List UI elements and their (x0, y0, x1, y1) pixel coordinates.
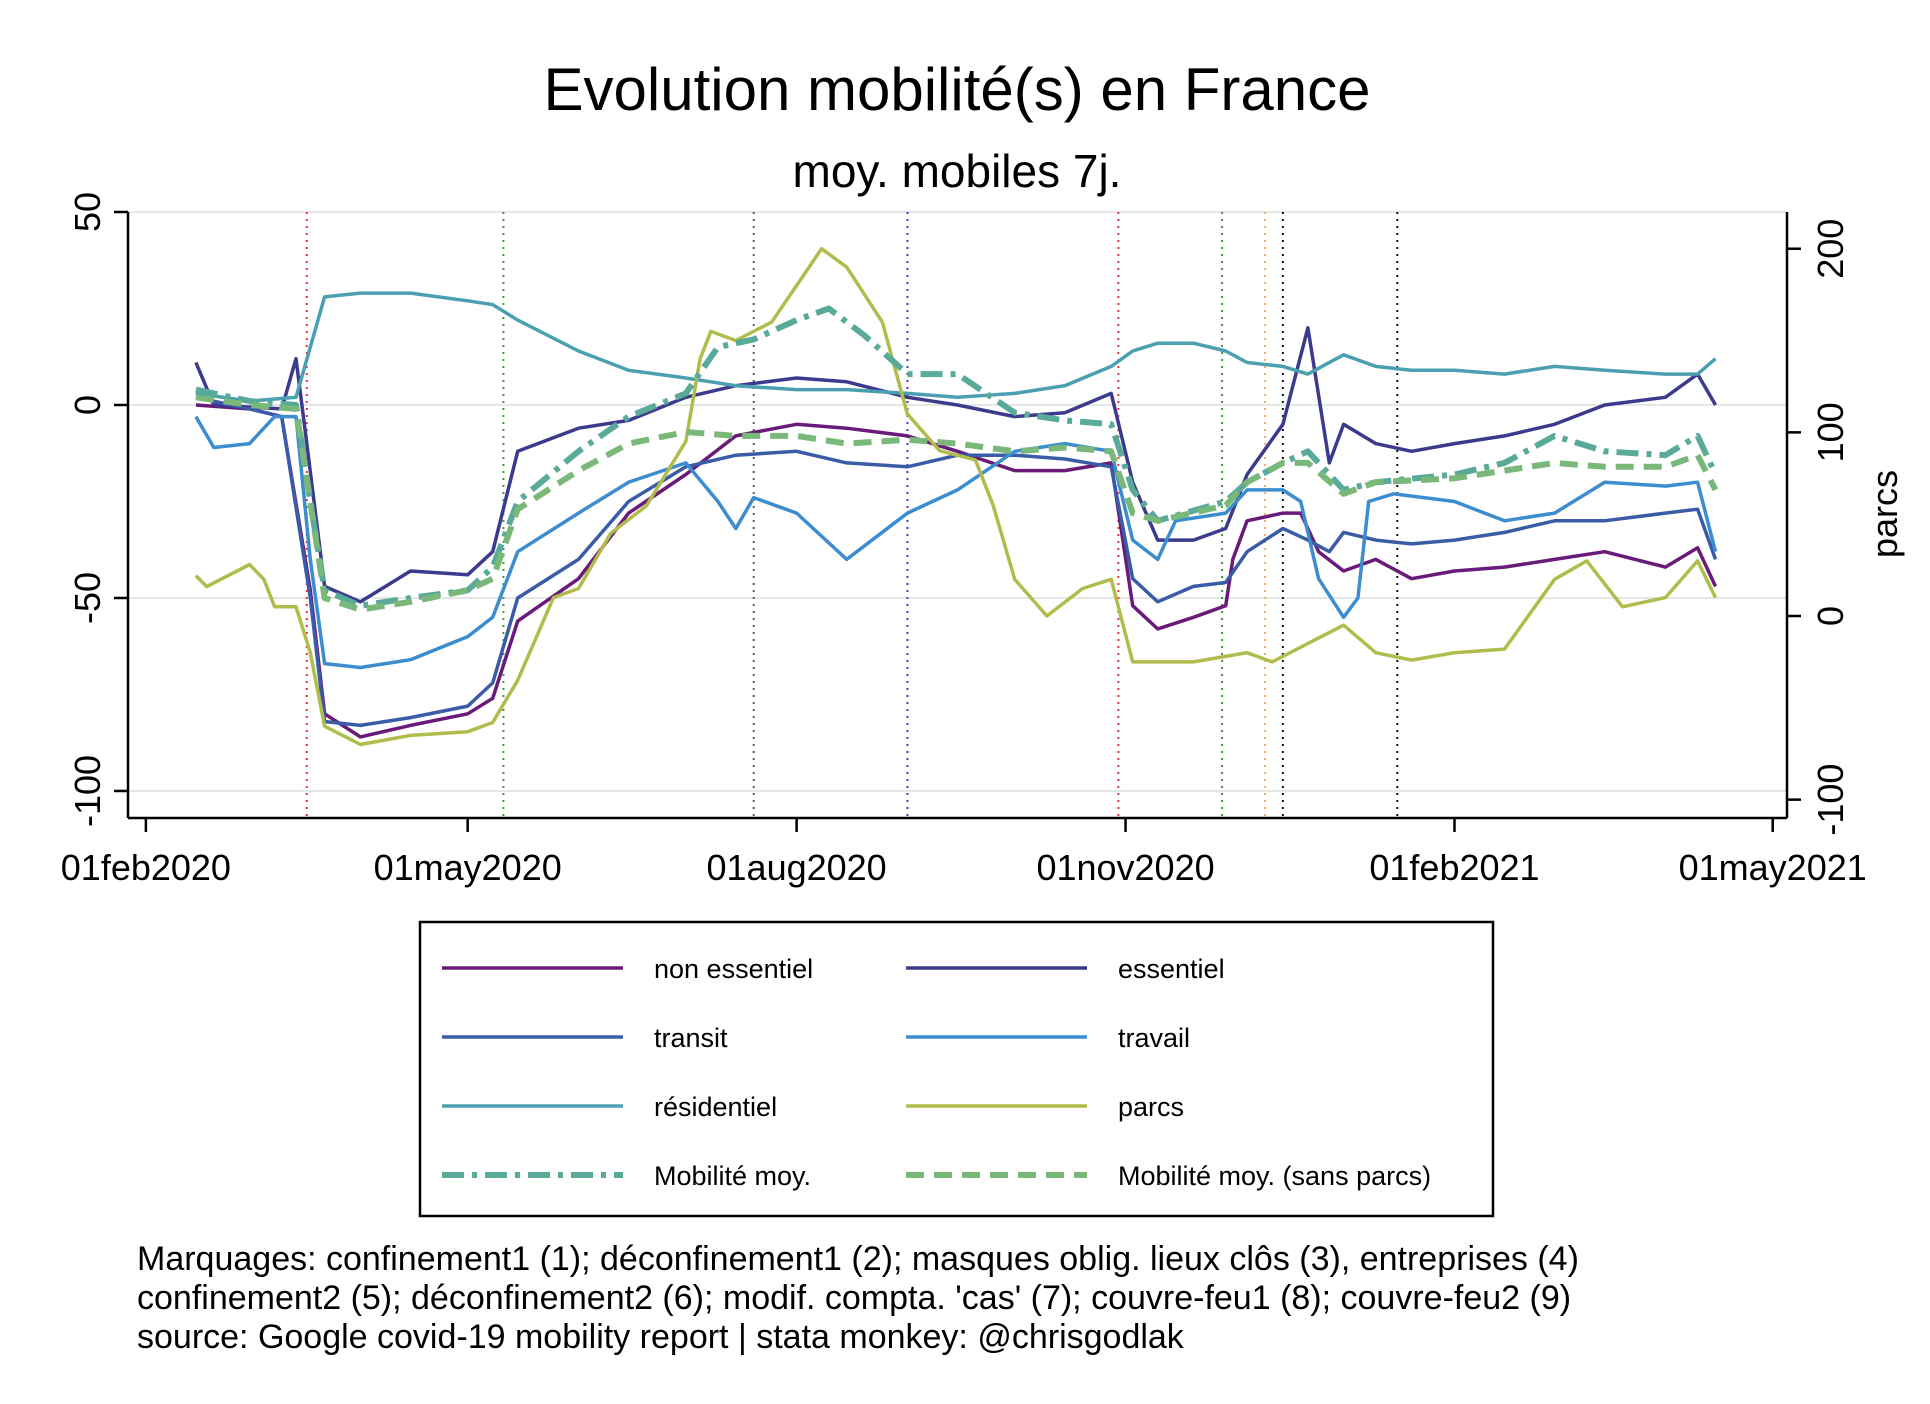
right-tick-label: 100 (1810, 402, 1851, 462)
series-line-non-essentiel (195, 403, 1718, 739)
x-tick-label: 01feb2020 (61, 847, 231, 888)
chart-subtitle: moy. mobiles 7j. (793, 145, 1122, 197)
series-line-r-sidentiel (195, 291, 1717, 403)
series-line-transit (195, 395, 1718, 728)
x-tick-label: 01aug2020 (707, 847, 887, 888)
series-line-mobilit-moy- (195, 305, 1719, 609)
legend-label: transit (654, 1023, 728, 1053)
x-tick-label: 01may2021 (1679, 847, 1867, 888)
legend-label: Mobilité moy. (654, 1161, 811, 1191)
left-tick-label: 50 (67, 192, 108, 232)
chart-title: Evolution mobilité(s) en France (543, 56, 1370, 123)
note-markers-2: confinement2 (5); déconfinement2 (6); mo… (137, 1279, 1572, 1317)
series-line-travail (194, 414, 1718, 670)
axes: 50 0 -50 -100 200 100 0 -100 01feb2020 01may2020 0… (61, 192, 1867, 888)
series-line-mobilit-moy-sans-parcs- (195, 394, 1719, 613)
x-tick-label: 01may2020 (374, 847, 562, 888)
legend-label: Mobilité moy. (sans parcs) (1118, 1161, 1431, 1191)
right-tick-label: 200 (1810, 219, 1851, 279)
left-tick-label: -100 (67, 755, 108, 827)
note-source: source: Google covid-19 mobility report … (137, 1318, 1184, 1356)
left-tick-label: 0 (67, 395, 108, 415)
left-tick-label: -50 (67, 572, 108, 624)
x-tick-label: 01nov2020 (1036, 847, 1214, 888)
legend-label: travail (1118, 1023, 1190, 1053)
x-tick-label: 01feb2021 (1369, 847, 1539, 888)
right-tick-label: 0 (1810, 606, 1851, 626)
legend-label: parcs (1118, 1092, 1184, 1122)
series-lines (194, 246, 1719, 747)
legend-label: essentiel (1118, 954, 1225, 984)
gridlines (128, 211, 1787, 792)
legend-label: non essentiel (654, 954, 813, 984)
legend: non essentiel essentiel transit travail rési… (418, 920, 1495, 1218)
right-axis-label: parcs (1864, 470, 1905, 558)
legend-box (418, 920, 1495, 1218)
series-line-parcs (194, 246, 1718, 747)
legend-label: résidentiel (654, 1092, 777, 1122)
right-tick-label: -100 (1810, 764, 1851, 836)
note-markers-1: Marquages: confinement1 (1); déconfineme… (137, 1240, 1579, 1278)
